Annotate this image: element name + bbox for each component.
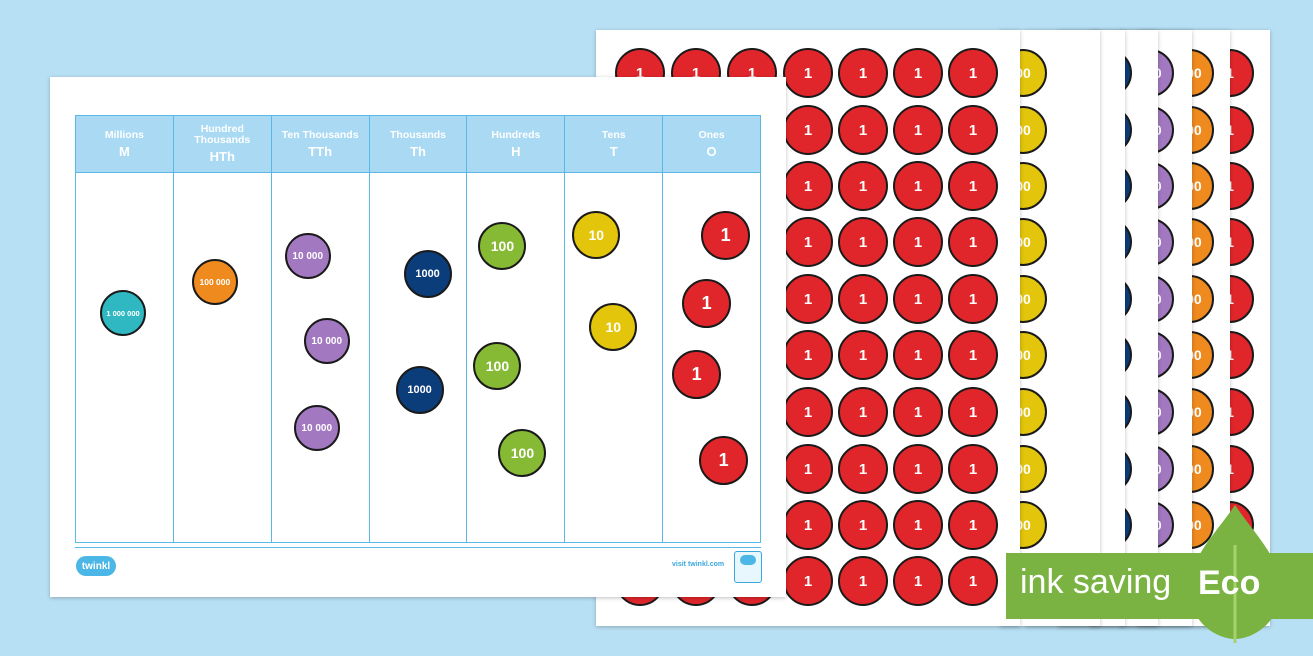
column-name: Ones — [698, 128, 725, 141]
counter-one[interactable]: 1 — [838, 217, 888, 267]
counter-one[interactable]: 1 — [948, 444, 998, 494]
counter-one[interactable]: 1 — [948, 556, 998, 606]
column-abbr: H — [511, 143, 521, 159]
counter-one[interactable]: 1 — [893, 105, 943, 155]
counter-one[interactable]: 1 — [893, 500, 943, 550]
counter-one[interactable]: 1 — [893, 161, 943, 211]
column-name: Thousands — [390, 128, 447, 141]
counter-one[interactable]: 1 — [948, 500, 998, 550]
twinkl-logo: twinkl — [76, 556, 116, 576]
counter-hundred[interactable]: 100 — [498, 429, 547, 477]
column-hundreds: Hundreds H 100 100 100 — [467, 116, 566, 542]
counter-one[interactable]: 1 — [783, 500, 833, 550]
column-abbr: O — [706, 143, 717, 159]
counter-one[interactable]: 1 — [948, 274, 998, 324]
counter-one[interactable]: 1 — [699, 436, 749, 485]
counter-one[interactable]: 1 — [783, 105, 833, 155]
counter-one[interactable]: 1 — [948, 330, 998, 380]
column-name: Ten Thousands — [281, 128, 359, 141]
counter-one[interactable]: 1 — [682, 279, 732, 328]
counter-one[interactable]: 1 — [783, 274, 833, 324]
counter-one[interactable]: 1 — [838, 274, 888, 324]
counter-one[interactable]: 1 — [893, 274, 943, 324]
counter-one[interactable]: 1 — [893, 444, 943, 494]
counter-hundred[interactable]: 100 — [478, 222, 527, 270]
counter-one[interactable]: 1 — [838, 48, 888, 98]
counter-one[interactable]: 1 — [948, 161, 998, 211]
counter-thousand[interactable]: 1000 — [395, 366, 444, 414]
counter-one[interactable]: 1 — [948, 105, 998, 155]
counter-one[interactable]: 1 — [893, 330, 943, 380]
counter-one[interactable]: 1 — [893, 387, 943, 437]
counter-ten-thousand[interactable]: 10 000 — [293, 405, 340, 451]
eco-label: Eco — [1198, 564, 1261, 602]
counter-one[interactable]: 1 — [783, 161, 833, 211]
counter-thousand[interactable]: 1000 — [403, 250, 452, 298]
column-abbr: T — [609, 143, 618, 159]
column-abbr: M — [119, 143, 130, 159]
counter-one[interactable]: 1 — [838, 387, 888, 437]
column-name: Tens — [601, 128, 626, 141]
counter-one[interactable]: 1 — [838, 556, 888, 606]
quality-badge-icon — [734, 551, 762, 583]
counter-one[interactable]: 1 — [893, 48, 943, 98]
counter-one[interactable]: 1 — [893, 217, 943, 267]
column-hundred-thousands: Hundred Thousands HTh 100 000 — [173, 116, 272, 542]
counter-million[interactable]: 1 000 000 — [100, 290, 146, 336]
column-millions: Millions M 1 000 000 — [76, 116, 174, 542]
counter-one[interactable]: 1 — [948, 217, 998, 267]
column-tens: Tens T 10 10 — [565, 116, 664, 542]
column-name: Hundred Thousands — [194, 123, 251, 146]
column-name: Hundreds — [491, 128, 541, 141]
counter-ten[interactable]: 10 — [572, 211, 621, 259]
place-value-sheet: Millions M 1 000 000 Hundred Thousands H… — [50, 77, 786, 597]
counter-hundred[interactable]: 100 — [473, 342, 522, 390]
counter-one[interactable]: 1 — [838, 161, 888, 211]
column-abbr: TTh — [308, 143, 333, 159]
column-ones: Ones O 1 1 1 1 — [663, 116, 761, 542]
counter-one[interactable]: 1 — [783, 48, 833, 98]
counter-one[interactable]: 1 — [838, 500, 888, 550]
counter-one[interactable]: 1 — [783, 556, 833, 606]
counter-one[interactable]: 1 — [838, 105, 888, 155]
column-name: Millions — [104, 128, 144, 141]
counter-ten-thousand[interactable]: 10 000 — [303, 318, 350, 364]
counter-one[interactable]: 1 — [672, 350, 722, 399]
column-abbr: Th — [410, 143, 426, 159]
counter-one[interactable]: 1 — [783, 444, 833, 494]
counter-ten[interactable]: 10 — [589, 303, 638, 351]
ink-saving-text: ink saving — [1020, 563, 1172, 601]
counter-one[interactable]: 1 — [948, 387, 998, 437]
counter-one[interactable]: 1 — [701, 211, 751, 260]
eco-leaf-icon — [1188, 505, 1282, 643]
place-value-table: Millions M 1 000 000 Hundred Thousands H… — [75, 115, 761, 543]
counter-one[interactable]: 1 — [838, 330, 888, 380]
counter-one[interactable]: 1 — [893, 556, 943, 606]
column-ten-thousands: Ten Thousands TTh 10 000 10 000 10 000 — [271, 116, 370, 542]
counter-hundred-thousand[interactable]: 100 000 — [191, 259, 238, 305]
visit-link[interactable]: visit twinkl.com — [672, 561, 725, 568]
counter-ten-thousand[interactable]: 10 000 — [284, 233, 331, 279]
column-abbr: HTh — [209, 149, 235, 164]
counter-one[interactable]: 1 — [783, 330, 833, 380]
column-thousands: Thousands Th 1000 1000 — [369, 116, 468, 542]
counter-one[interactable]: 1 — [838, 444, 888, 494]
footer-divider — [75, 547, 761, 548]
counter-one[interactable]: 1 — [783, 387, 833, 437]
counter-one[interactable]: 1 — [948, 48, 998, 98]
counter-one[interactable]: 1 — [783, 217, 833, 267]
